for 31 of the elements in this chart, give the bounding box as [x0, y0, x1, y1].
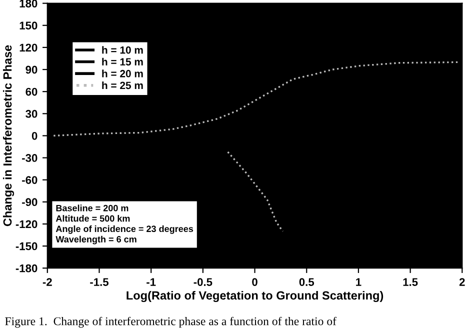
y-tick-label: -150: [16, 242, 38, 250]
legend-label: h = 20 m: [102, 70, 143, 78]
y-tick-label: -120: [16, 220, 38, 228]
y-tick-label: 60: [26, 88, 38, 96]
x-axis-title: Log(Ratio of Vegetation to Ground Scattering): [126, 290, 384, 302]
y-axis-title: Change in Interferometric Phase: [2, 45, 14, 226]
y-tick-label: -90: [22, 198, 38, 206]
y-tick-label: 150: [20, 22, 38, 30]
x-tick-label: 0: [252, 278, 258, 286]
legend-label: h = 10 m: [102, 46, 143, 54]
y-tick-label: -30: [22, 154, 38, 162]
x-tick-label: -0.5: [194, 278, 212, 286]
x-tick-label: 1.5: [403, 278, 418, 286]
line-series: [226, 151, 284, 232]
y-tick-label: -60: [22, 176, 38, 184]
annotation: Baseline = 200 m Altitude = 500 km Angle of incidence = 23 degrees Wavelength = 6 cm: [56, 204, 194, 244]
y-tick-label: 90: [26, 66, 38, 74]
y-tick-label: 0: [32, 132, 38, 140]
x-tick-label: 1: [356, 278, 362, 286]
x-tick-label: 0.5: [299, 278, 314, 286]
legend-label: h = 15 m: [102, 58, 143, 66]
x-tick-label: -1.5: [90, 278, 109, 286]
x-tick-label: -1: [146, 278, 156, 286]
caption: Figure 1. Change of interferometric phase as a function of the ratio of: [5, 316, 336, 328]
x-tick-label: 2: [459, 278, 465, 286]
legend-label: h = 25 m: [102, 81, 143, 90]
y-tick-label: 180: [20, 0, 38, 8]
y-tick-label: 30: [26, 110, 38, 118]
y-tick-label: 120: [20, 44, 38, 52]
x-tick-label: -2: [42, 278, 52, 286]
y-tick-label: -180: [16, 264, 38, 272]
